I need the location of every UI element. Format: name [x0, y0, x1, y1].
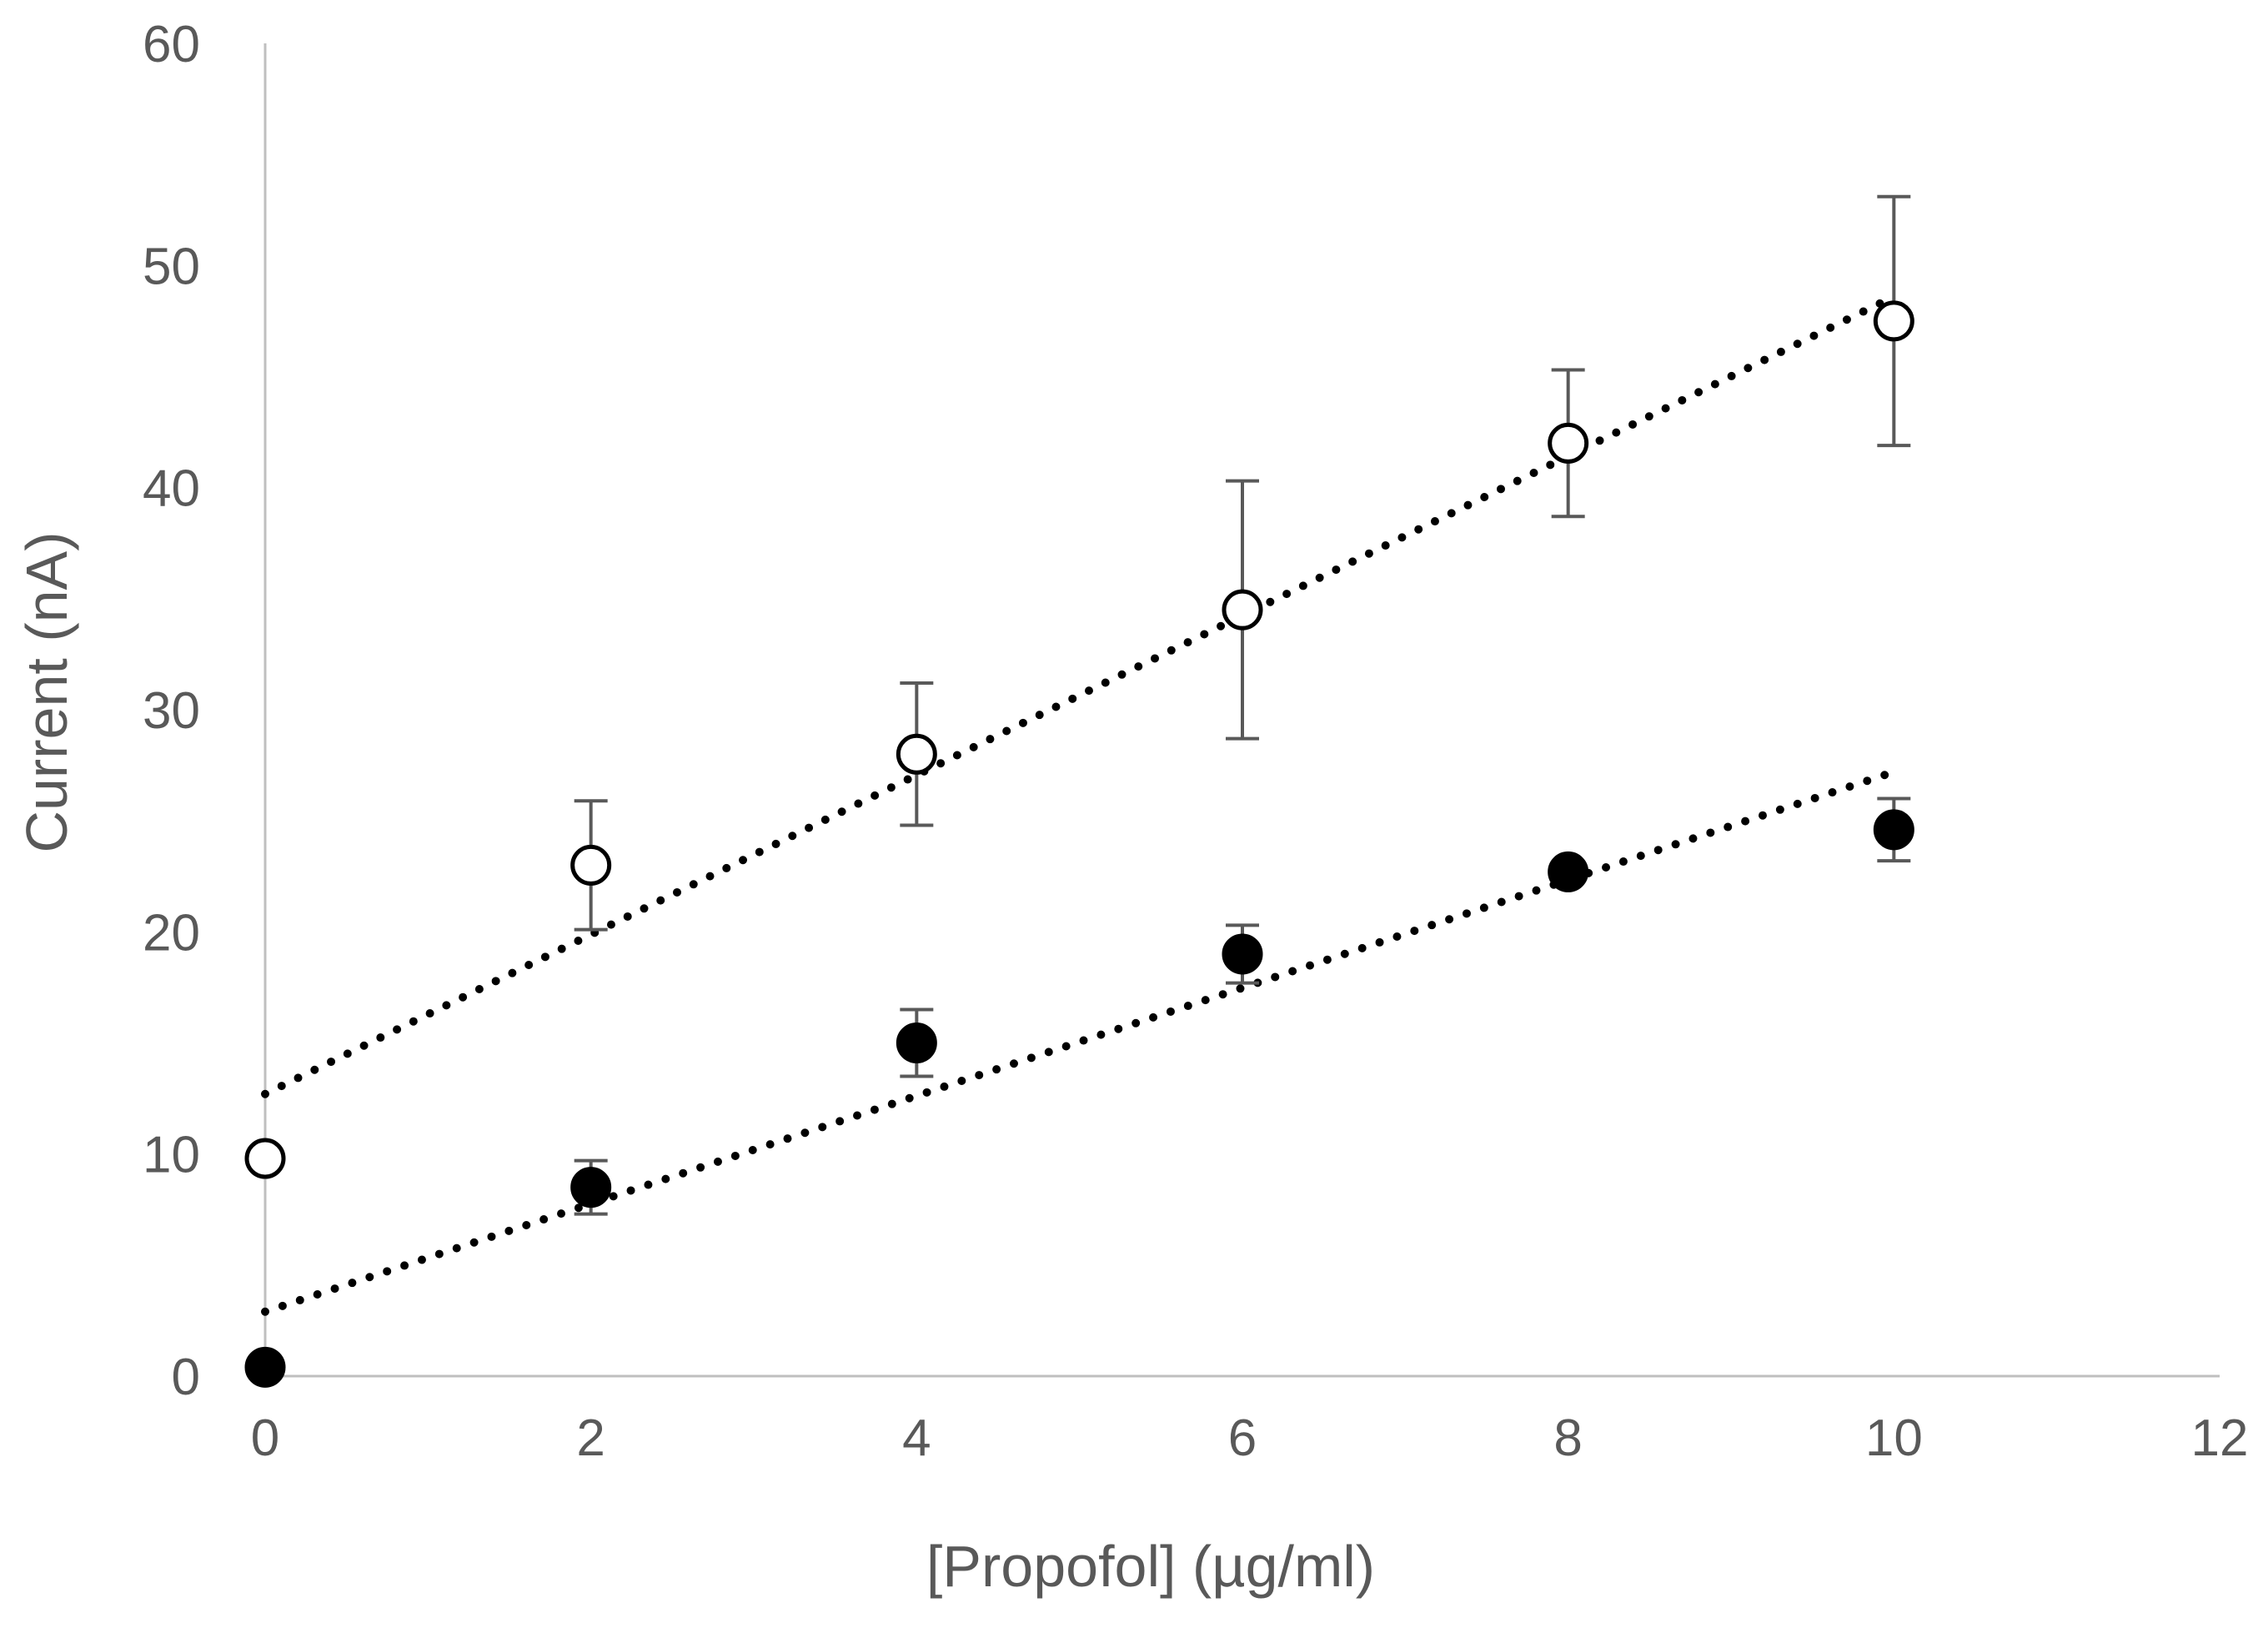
y-tick-label: 10: [143, 1127, 200, 1184]
y-tick-label: 20: [143, 904, 200, 962]
x-tick-label: 10: [1865, 1409, 1923, 1467]
data-point-open: [1548, 422, 1589, 464]
data-point-filled: [570, 1167, 612, 1208]
y-axis-title: Current (nA): [14, 531, 79, 852]
data-point-filled: [896, 1022, 937, 1063]
y-tick-label: 60: [143, 16, 200, 73]
x-tick-label: 6: [1228, 1409, 1257, 1467]
y-tick-label: 50: [143, 238, 200, 295]
trendline-series-1: [261, 292, 1899, 1098]
tick-labels: 0 2 4 6 8 10 12 0 10 20 30 40 50 60: [143, 16, 2248, 1467]
x-tick-label: 12: [2191, 1409, 2249, 1467]
x-tick-label: 8: [1553, 1409, 1582, 1467]
data-point-open: [896, 733, 937, 775]
data-point-filled: [244, 1346, 286, 1388]
trendlines: [261, 292, 1899, 1316]
y-tick-label: 0: [172, 1349, 200, 1406]
x-tick-label: 4: [902, 1409, 931, 1467]
y-tick-label: 30: [143, 682, 200, 740]
x-axis-title: [Propofol] (µg/ml): [926, 1534, 1375, 1599]
error-bars: [574, 194, 1911, 1216]
data-markers: [244, 300, 1914, 1388]
data-point-open: [244, 1138, 286, 1179]
data-point-open: [570, 844, 612, 886]
data-point-filled: [1222, 933, 1263, 975]
data-point-filled: [1873, 809, 1914, 851]
y-tick-label: 40: [143, 460, 200, 518]
trendline-series-2: [261, 767, 1899, 1316]
x-tick-label: 2: [576, 1409, 605, 1467]
data-point-filled: [1548, 851, 1589, 892]
data-point-open: [1222, 589, 1263, 631]
x-tick-label: 0: [251, 1409, 279, 1467]
data-point-open: [1873, 300, 1914, 342]
